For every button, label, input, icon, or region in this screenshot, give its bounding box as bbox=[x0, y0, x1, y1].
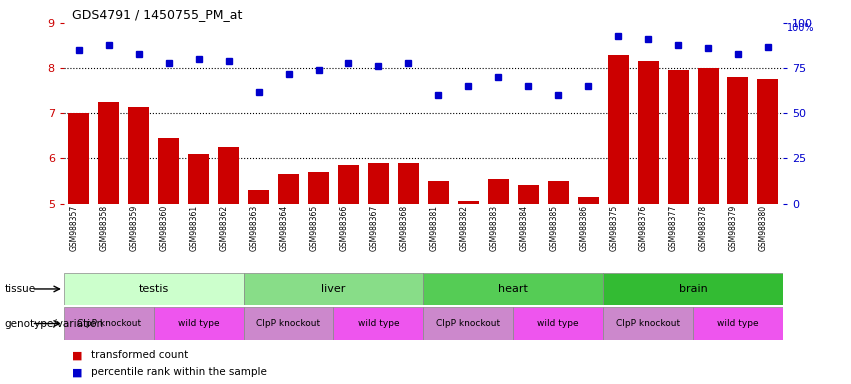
Text: GSM988360: GSM988360 bbox=[160, 205, 168, 251]
Bar bbox=[218, 147, 239, 204]
Text: ■: ■ bbox=[72, 350, 86, 360]
Bar bbox=[334, 307, 423, 340]
Bar bbox=[698, 68, 718, 204]
Text: GSM988376: GSM988376 bbox=[639, 205, 648, 251]
Bar bbox=[693, 307, 783, 340]
Text: testis: testis bbox=[139, 284, 168, 294]
Bar bbox=[548, 181, 568, 204]
Text: GSM988367: GSM988367 bbox=[369, 205, 379, 251]
Text: genotype/variation: genotype/variation bbox=[4, 318, 103, 329]
Bar bbox=[278, 174, 299, 204]
Bar bbox=[129, 106, 149, 204]
Bar bbox=[368, 163, 389, 204]
Bar bbox=[603, 273, 783, 305]
Text: GSM988377: GSM988377 bbox=[669, 205, 678, 251]
Text: ClpP knockout: ClpP knockout bbox=[616, 319, 680, 328]
Text: liver: liver bbox=[322, 284, 346, 294]
Text: GSM988381: GSM988381 bbox=[430, 205, 438, 251]
Bar bbox=[458, 201, 479, 204]
Bar bbox=[188, 154, 209, 204]
Text: GSM988358: GSM988358 bbox=[100, 205, 109, 251]
Bar bbox=[424, 307, 513, 340]
Bar bbox=[578, 197, 598, 204]
Bar bbox=[517, 185, 539, 204]
Bar bbox=[248, 190, 269, 204]
Text: heart: heart bbox=[499, 284, 528, 294]
Text: GSM988366: GSM988366 bbox=[340, 205, 348, 251]
Text: GSM988361: GSM988361 bbox=[190, 205, 198, 251]
Bar bbox=[488, 179, 509, 204]
Text: wild type: wild type bbox=[178, 319, 220, 328]
Bar bbox=[603, 307, 693, 340]
Text: GDS4791 / 1450755_PM_at: GDS4791 / 1450755_PM_at bbox=[72, 8, 243, 21]
Text: ClpP knockout: ClpP knockout bbox=[256, 319, 321, 328]
Text: ■: ■ bbox=[72, 367, 86, 377]
Bar bbox=[667, 70, 688, 204]
Bar bbox=[728, 77, 749, 204]
Bar bbox=[757, 79, 779, 204]
Bar bbox=[243, 307, 334, 340]
Bar bbox=[158, 138, 180, 204]
Text: ClpP knockout: ClpP knockout bbox=[437, 319, 500, 328]
Bar bbox=[154, 307, 243, 340]
Bar bbox=[428, 181, 448, 204]
Text: GSM988384: GSM988384 bbox=[519, 205, 528, 251]
Text: GSM988385: GSM988385 bbox=[549, 205, 558, 251]
Text: GSM988380: GSM988380 bbox=[759, 205, 768, 251]
Bar bbox=[637, 61, 659, 204]
Text: wild type: wild type bbox=[357, 319, 399, 328]
Bar bbox=[513, 307, 603, 340]
Text: GSM988378: GSM988378 bbox=[699, 205, 708, 251]
Bar bbox=[64, 273, 243, 305]
Bar bbox=[338, 165, 359, 204]
Text: GSM988365: GSM988365 bbox=[310, 205, 318, 251]
Text: GSM988359: GSM988359 bbox=[129, 205, 139, 251]
Text: GSM988357: GSM988357 bbox=[70, 205, 79, 251]
Text: wild type: wild type bbox=[537, 319, 579, 328]
Text: GSM988375: GSM988375 bbox=[609, 205, 618, 251]
Text: wild type: wild type bbox=[717, 319, 759, 328]
Text: transformed count: transformed count bbox=[91, 350, 188, 360]
Bar bbox=[424, 273, 603, 305]
Text: tissue: tissue bbox=[4, 284, 36, 294]
Text: GSM988363: GSM988363 bbox=[249, 205, 259, 251]
Text: GSM988379: GSM988379 bbox=[729, 205, 738, 251]
Text: percentile rank within the sample: percentile rank within the sample bbox=[91, 367, 267, 377]
Bar bbox=[243, 273, 424, 305]
Text: GSM988382: GSM988382 bbox=[460, 205, 468, 251]
Text: GSM988364: GSM988364 bbox=[279, 205, 288, 251]
Text: ClpP knockout: ClpP knockout bbox=[77, 319, 140, 328]
Bar bbox=[308, 172, 329, 204]
Bar bbox=[68, 113, 89, 204]
Bar bbox=[64, 307, 154, 340]
Text: GSM988386: GSM988386 bbox=[580, 205, 588, 251]
Bar bbox=[398, 163, 419, 204]
Text: brain: brain bbox=[678, 284, 707, 294]
Text: GSM988368: GSM988368 bbox=[399, 205, 408, 251]
Text: GSM988383: GSM988383 bbox=[489, 205, 499, 251]
Bar bbox=[98, 102, 119, 204]
Text: 100%: 100% bbox=[787, 23, 814, 33]
Bar bbox=[608, 55, 629, 204]
Text: GSM988362: GSM988362 bbox=[220, 205, 229, 251]
